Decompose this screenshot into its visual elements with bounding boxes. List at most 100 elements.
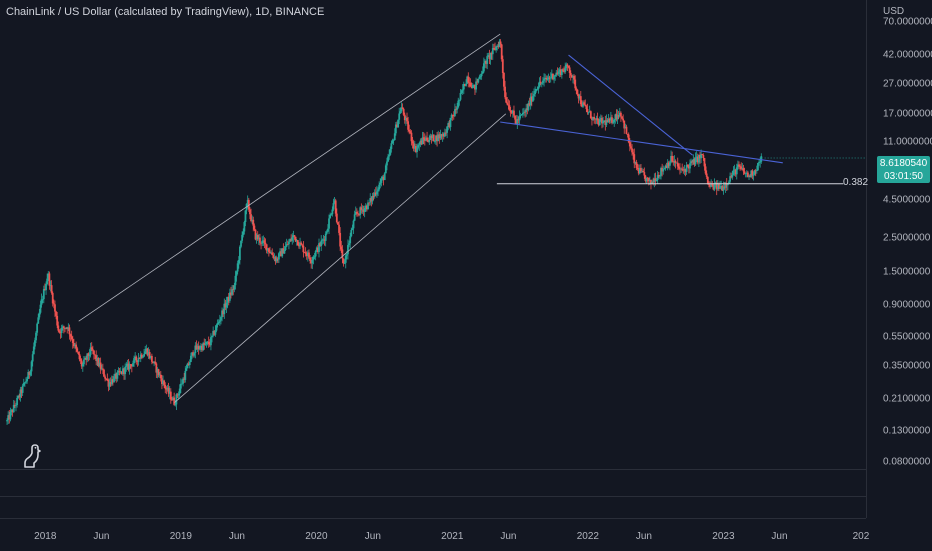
candle-body [313,256,316,258]
candle-body [713,184,716,190]
candle-body [201,345,203,351]
candle-body [210,337,212,346]
candle-body [187,363,190,366]
candle-body [547,77,550,80]
candle-body [665,165,668,168]
candle-body [660,168,662,176]
trendline-descending-resistance [568,54,693,156]
candle-body [57,325,60,331]
candle-body [94,354,96,356]
candle-body [17,395,20,399]
candle-body [75,344,78,349]
candle-body [392,140,395,141]
candle-body [676,162,679,167]
pane-separator[interactable] [0,469,866,470]
candle-body [85,357,88,360]
candle-body [516,119,519,125]
candle-body [529,96,532,106]
candle-body [706,176,709,185]
candle-body [692,159,695,163]
candle-body [448,123,451,128]
candle-body [215,325,218,331]
candle-body [388,154,391,157]
candle-body [11,410,14,413]
candle-body [640,168,642,172]
tradingview-logo-icon[interactable] [22,443,46,469]
candle-body [469,82,472,87]
candle-body [572,76,574,78]
candle-body [704,166,707,174]
candle-body [419,140,422,145]
candle-body [484,60,486,64]
candle-body [263,240,266,243]
candle-body [553,76,555,80]
candle-body [111,379,114,383]
candle-body [186,363,189,369]
candle-body [630,146,632,149]
candle-body [192,352,195,356]
candle-body [179,383,182,389]
candle-body [274,257,277,262]
candle-body [27,371,30,379]
candle-body [716,183,719,190]
candle-body [254,229,257,240]
candle-body [626,133,629,135]
candle-body [400,107,403,112]
candle-body [417,145,420,148]
candle-body [633,154,636,164]
candle-body [489,53,492,60]
candle-body [325,231,328,234]
candle-body [595,118,598,120]
candle-body [498,41,501,47]
price-axis[interactable] [866,0,932,518]
candle-body [675,162,678,164]
candle-body [175,394,178,405]
candle-body [253,225,256,230]
candle-body [124,366,127,375]
candle-body [658,175,661,177]
candle-body [59,331,62,334]
candle-body [507,104,510,106]
last-price-badge: 8.6180540 03:01:50 [877,156,930,183]
candle-body [471,85,474,89]
candle-body [32,346,35,355]
candle-body [299,242,301,247]
candle-body [435,135,437,142]
candle-body [9,412,12,420]
candle-body [8,415,11,420]
candle-body [355,212,358,214]
price-tick-label: 0.9000000 [883,299,931,311]
candle-body [558,69,561,72]
candle-body [118,371,121,373]
candle-body [438,134,441,139]
candle-body [695,156,698,158]
candle-body [96,357,99,361]
candle-body [316,247,319,253]
candle-body [466,76,469,84]
candle-body [398,113,401,120]
candle-body [407,121,410,130]
candle-body [126,363,129,367]
candle-body [269,251,271,254]
candle-body [155,363,158,373]
candle-body [449,117,452,128]
candle-body [308,252,310,258]
time-axis[interactable] [0,518,866,551]
candle-body [277,253,280,260]
candle-body [535,88,538,91]
time-tick-label: Jun [500,531,517,542]
pane-separator[interactable] [0,496,866,497]
candle-body [440,134,443,137]
candle-body [238,246,241,261]
candle-body [670,155,672,163]
candle-body [685,165,688,172]
candle-body [260,242,262,244]
candle-body [338,224,340,233]
candle-body [305,253,308,257]
candle-body [240,240,242,247]
candle-body [382,176,385,181]
candle-body [76,348,79,352]
candle-body [79,359,82,361]
candle-body [259,237,261,243]
